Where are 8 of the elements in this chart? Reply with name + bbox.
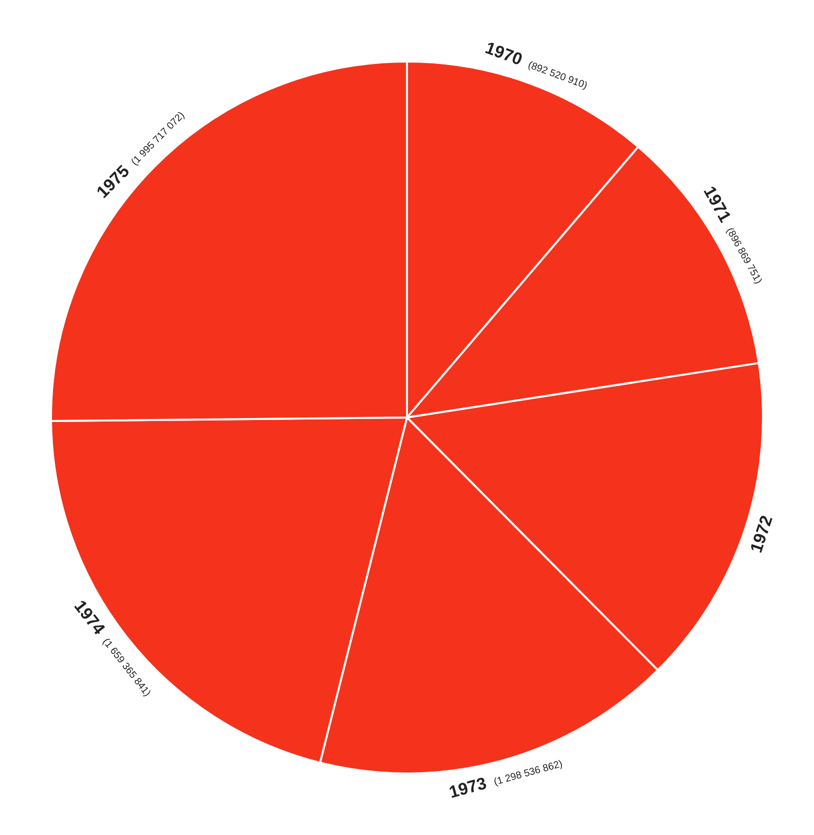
data-label: (896 869 751) [724,226,764,286]
data-label: (892 520 910) [526,60,589,92]
slice-label: 1973 [447,774,489,802]
slice-label: 1971 [700,183,735,226]
slice-label: 1970 [482,38,525,70]
data-label: (1 298 536 862) [492,758,564,788]
slice-label: 1972 [746,513,776,556]
data-label: (1 995 717 072) [130,110,188,168]
